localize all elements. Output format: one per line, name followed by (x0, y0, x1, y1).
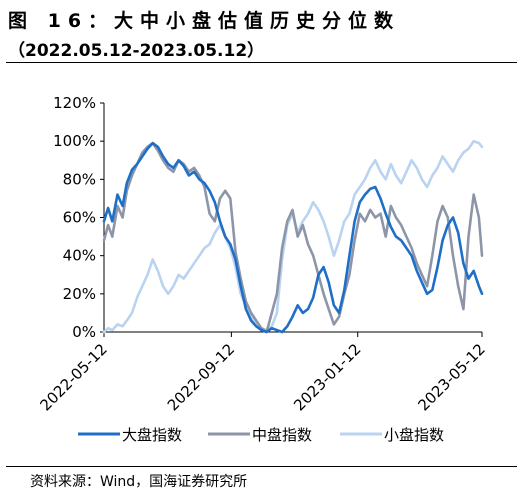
y-tick-label: 100% (53, 132, 96, 150)
x-tick-label: 2022-09-12 (164, 340, 238, 414)
series-line-2 (102, 139, 484, 334)
legend-label-0: 大盘指数 (122, 426, 182, 444)
y-tick-label: 60% (63, 209, 96, 227)
source-note: 资料来源：Wind，国海证券研究所 (30, 474, 248, 490)
y-tick-label: 40% (63, 247, 96, 265)
legend-label-1: 中盘指数 (252, 426, 312, 444)
y-tick-label: 120% (53, 94, 96, 112)
series-line-1 (102, 141, 484, 334)
y-tick-label: 0% (72, 323, 96, 341)
y-tick-label: 20% (63, 285, 96, 303)
top-rule (6, 62, 517, 63)
series-line-0 (102, 141, 484, 334)
x-tick-label: 2022-05-12 (36, 340, 110, 414)
figure-subtitle: （2022.05.12-2023.05.12） (8, 41, 265, 61)
chart-axes: 0% 20% 40% 60% 80% 100% 120% 2022-05-12 2022-09-… (36, 94, 488, 414)
chart-series (102, 139, 484, 334)
x-tick-label: 2023-01-12 (290, 340, 364, 414)
bottom-rule (6, 466, 517, 467)
legend-label-2: 小盘指数 (384, 426, 444, 444)
chart-legend: 大盘指数 中盘指数 小盘指数 (78, 426, 444, 444)
x-tick-label: 2023-05-12 (414, 340, 488, 414)
y-tick-label: 80% (63, 170, 96, 188)
line-chart: 0% 20% 40% 60% 80% 100% 120% 2022-05-12 2022-09-… (36, 94, 488, 444)
figure-title: 图 16：大中小盘估值历史分位数 (8, 10, 401, 32)
